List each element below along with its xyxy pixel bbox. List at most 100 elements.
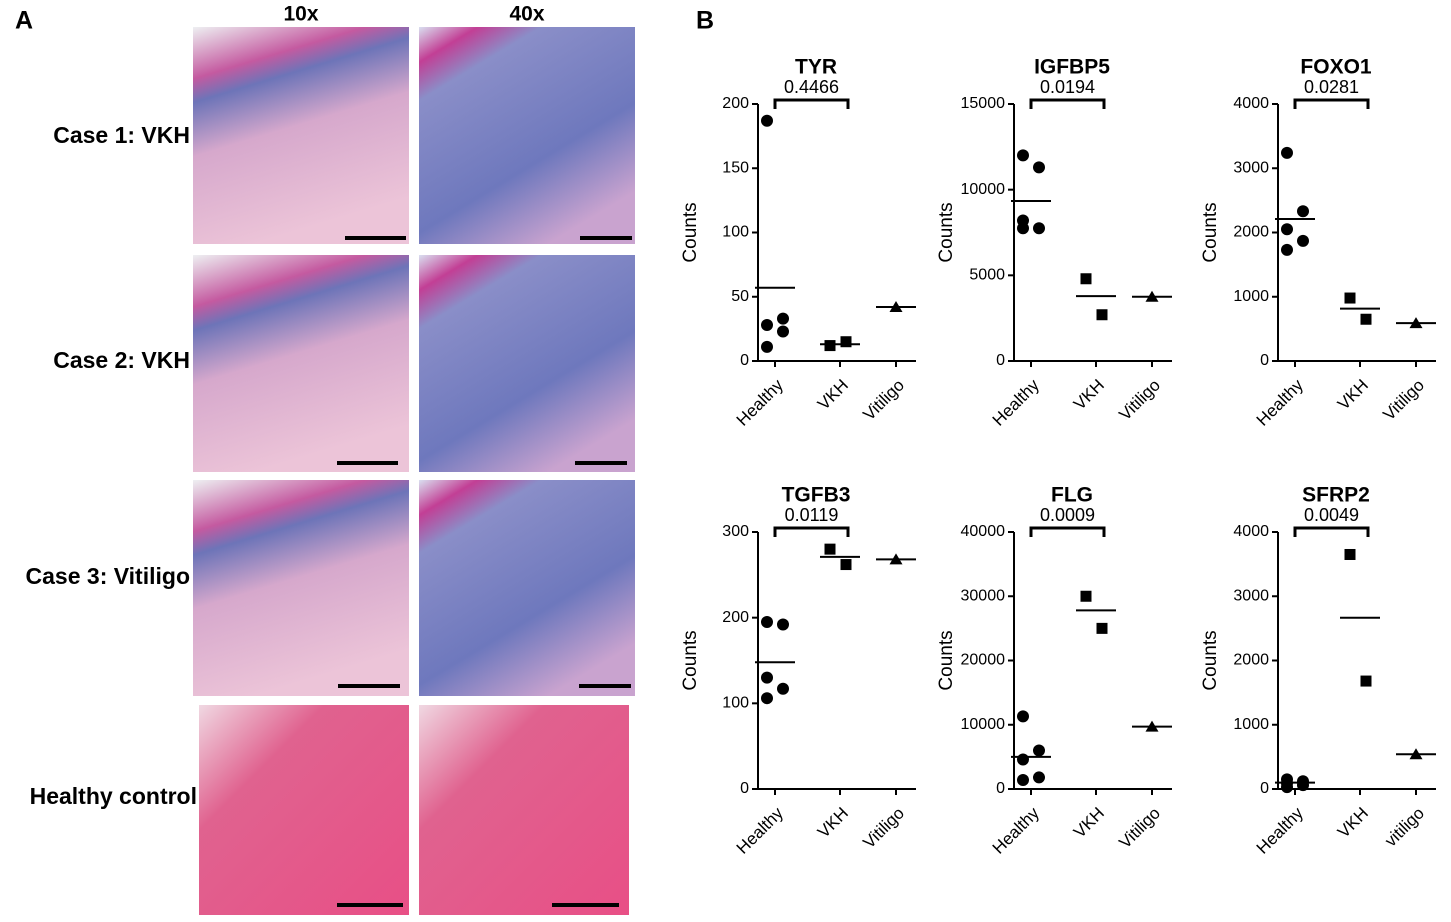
chart-title: SFRP2 (1302, 484, 1370, 507)
point (761, 692, 773, 705)
point (777, 618, 789, 631)
x-tick-label: Vitiligo (1379, 376, 1428, 425)
y-tick-label: 0 (996, 780, 1005, 797)
x-tick-label: Healthy (1253, 375, 1308, 430)
x-tick-label: VKH (814, 376, 852, 414)
x-tick-label: Healthy (733, 375, 788, 430)
significance-bracket (773, 526, 850, 537)
point (1360, 675, 1372, 687)
dot-plot: 0 1000 2000 3000 4000 Counts SFRP2 Healthy VKH vi… (1200, 484, 1436, 858)
chart-title: TGFB3 (782, 484, 851, 507)
point (1344, 548, 1356, 560)
point (1017, 710, 1029, 723)
point (1017, 753, 1029, 766)
panel-label: B (696, 7, 714, 35)
y-tick-label: 1000 (1233, 716, 1269, 733)
chart-title: TYR (795, 56, 837, 79)
chart-title: FLG (1051, 484, 1093, 507)
y-axis-label: Counts (936, 202, 957, 262)
y-tick-label: 30000 (961, 587, 1006, 604)
scale-bars (337, 236, 632, 907)
point (777, 312, 789, 325)
y-tick-label: 50 (731, 288, 749, 305)
point (1033, 744, 1045, 757)
x-tick-label: Healthy (989, 803, 1044, 858)
point (1017, 149, 1029, 162)
y-tick-label: 10000 (961, 181, 1006, 198)
y-axis-label: Counts (680, 630, 701, 690)
y-tick-label: 150 (722, 159, 749, 176)
y-tick-label: 200 (722, 609, 749, 626)
point (1281, 781, 1293, 794)
point (824, 543, 836, 555)
image (193, 480, 409, 696)
histology-images (193, 27, 635, 915)
x-tick-label: vitiligo (1381, 804, 1428, 851)
significance-bracket (1293, 526, 1370, 537)
point (1360, 313, 1372, 325)
significance-bracket (1293, 98, 1370, 109)
dot-plot: 0 5000 10000 15000 Counts IGFBP5 Healthy VKH Vit… (936, 56, 1172, 430)
point (840, 336, 852, 348)
y-axis-label: Counts (1200, 630, 1221, 690)
image (199, 705, 409, 915)
y-tick-label: 100 (722, 224, 749, 241)
point (1033, 771, 1045, 784)
y-tick-label: 0 (996, 352, 1005, 369)
x-tick-label: VKH (1070, 804, 1108, 842)
point (1281, 223, 1293, 236)
point (1344, 292, 1356, 304)
x-tick-label: Healthy (1253, 803, 1308, 858)
point (1017, 774, 1029, 787)
y-tick-label: 300 (722, 523, 749, 540)
y-tick-label: 10000 (961, 716, 1006, 733)
image (193, 27, 409, 244)
point (1080, 273, 1092, 285)
significance-bracket (1029, 526, 1106, 537)
image (419, 705, 629, 915)
y-tick-label: 2000 (1233, 224, 1269, 241)
x-tick-label: VKH (814, 804, 852, 842)
y-tick-label: 100 (722, 695, 749, 712)
p-value: 0.0049 (1304, 505, 1359, 525)
y-axis-label: Counts (936, 630, 957, 690)
point (1096, 622, 1108, 634)
y-axis-label: Counts (680, 202, 701, 262)
image (419, 480, 635, 696)
point (1297, 234, 1309, 247)
row-label: Case 1: VKH (53, 122, 190, 148)
y-tick-label: 4000 (1233, 523, 1269, 540)
x-tick-label: Healthy (989, 375, 1044, 430)
x-tick-label: Healthy (733, 803, 788, 858)
panel-label: A (15, 7, 33, 35)
y-tick-label: 3000 (1233, 587, 1269, 604)
x-tick-label: VKH (1070, 376, 1108, 414)
point (1033, 161, 1045, 174)
y-tick-label: 40000 (961, 523, 1006, 540)
p-value: 0.4466 (784, 77, 839, 97)
chart-title: FOXO1 (1300, 56, 1372, 79)
y-tick-label: 3000 (1233, 159, 1269, 176)
x-tick-label: Vitiligo (859, 376, 908, 425)
point (761, 671, 773, 684)
point (1080, 590, 1092, 602)
x-tick-label: VKH (1334, 376, 1372, 414)
p-value: 0.0281 (1304, 77, 1359, 97)
point (824, 340, 836, 352)
p-value: 0.0194 (1040, 77, 1095, 97)
significance-bracket (1029, 98, 1106, 109)
point (777, 682, 789, 695)
image (419, 255, 635, 472)
point (1297, 779, 1309, 792)
row-label: Case 3: Vitiligo (26, 563, 190, 589)
image (419, 27, 635, 244)
y-tick-label: 0 (740, 780, 749, 797)
point (1033, 222, 1045, 235)
x-tick-label: Vitiligo (859, 804, 908, 853)
dot-plot: 0 50 100 150 200 Counts TYR Healthy VKH Vitiligo 0… (680, 56, 916, 430)
point (777, 325, 789, 338)
point (1281, 146, 1293, 159)
x-tick-label: VKH (1334, 804, 1372, 842)
chart-title: IGFBP5 (1034, 56, 1110, 79)
